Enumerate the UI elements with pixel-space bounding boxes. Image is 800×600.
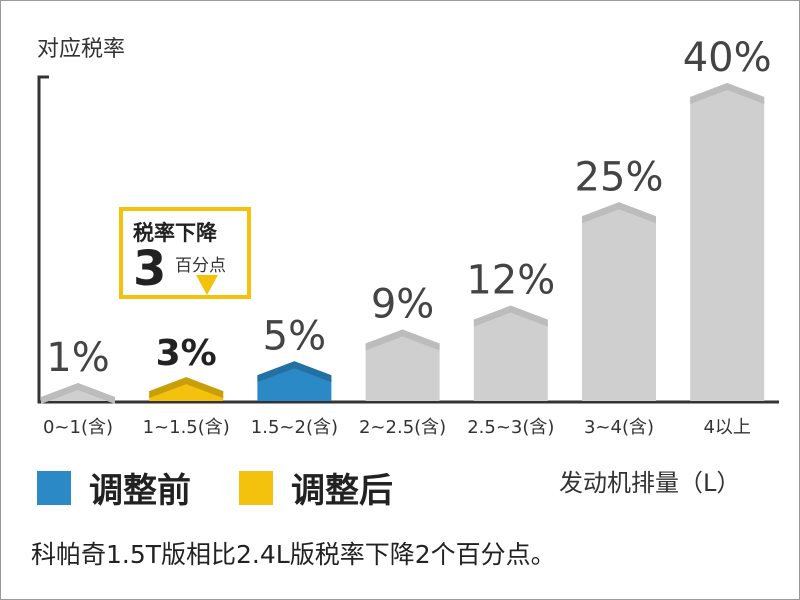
category-label-3: 2~2.5(含) xyxy=(359,417,446,438)
value-label-4: 12% xyxy=(466,258,555,304)
callout-unit: 百分点 xyxy=(175,256,226,276)
bar-2 xyxy=(257,361,332,401)
category-label-0: 0~1(含) xyxy=(43,417,113,438)
category-label-4: 2.5~3(含) xyxy=(467,417,554,438)
value-label-6: 40% xyxy=(683,35,772,81)
footnote: 科帕奇1.5T版相比2.4L版税率下降2个百分点。 xyxy=(31,540,556,569)
value-label-0: 1% xyxy=(46,335,109,381)
bar-body xyxy=(582,202,656,401)
bar-6 xyxy=(690,83,765,401)
bar-roof xyxy=(582,202,656,224)
bar-body xyxy=(365,329,440,401)
y-axis-label: 对应税率 xyxy=(37,37,126,62)
bar-body xyxy=(149,377,224,401)
down-arrow-icon xyxy=(196,275,218,295)
bar-roof xyxy=(473,305,548,327)
bar-0 xyxy=(41,383,115,404)
bar-roof xyxy=(690,83,765,104)
bar-3 xyxy=(365,329,440,401)
legend-swatch-before xyxy=(37,470,71,505)
rate-drop-callout: 税率下降 3 百分点 xyxy=(119,207,251,299)
legend-label-before: 调整前 xyxy=(89,471,191,511)
x-axis-title: 发动机排量（L） xyxy=(559,469,741,497)
legend-label-after: 调整后 xyxy=(291,471,393,511)
bar-5 xyxy=(582,202,656,401)
bar-roof xyxy=(257,361,332,383)
bar-4 xyxy=(473,305,548,401)
bar-roof xyxy=(149,377,224,399)
bar-body xyxy=(690,83,765,401)
category-label-6: 4以上 xyxy=(703,417,750,438)
axis-line xyxy=(37,75,779,404)
bar-body xyxy=(473,305,548,401)
category-label-5: 3~4(含) xyxy=(584,417,654,438)
bar-1 xyxy=(149,377,224,401)
category-label-2: 1.5~2(含) xyxy=(251,417,338,438)
value-label-3: 9% xyxy=(371,281,434,327)
value-label-2: 5% xyxy=(263,313,326,359)
callout-number: 3 xyxy=(133,241,167,297)
bar-roof xyxy=(41,383,115,404)
bar-roof xyxy=(365,329,440,351)
category-label-1: 1~1.5(含) xyxy=(143,417,230,438)
legend-item-before: 调整前 xyxy=(37,463,191,512)
legend-item-after: 调整后 xyxy=(239,463,393,512)
callout-title: 税率下降 xyxy=(133,221,217,245)
value-label-5: 25% xyxy=(575,154,664,200)
value-label-1: 3% xyxy=(156,333,217,374)
legend-swatch-after xyxy=(239,470,273,505)
